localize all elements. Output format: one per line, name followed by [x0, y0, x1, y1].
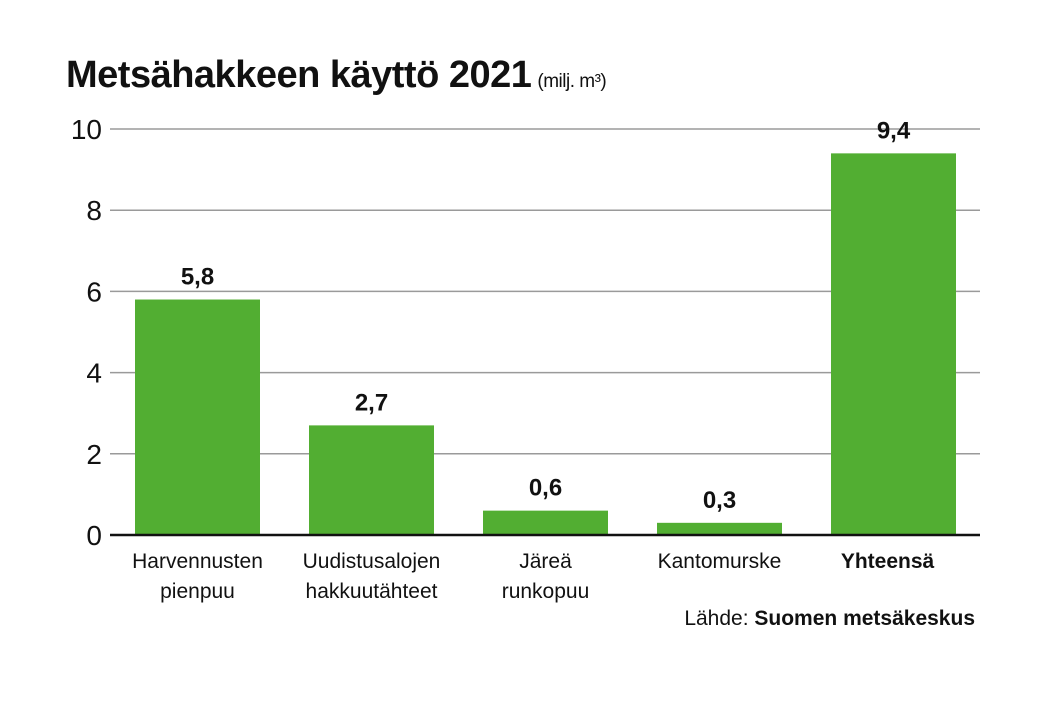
- source-note: Lähde: Suomen metsäkeskus: [684, 607, 975, 631]
- bar: [657, 522, 782, 535]
- data-label: 0,3: [703, 487, 736, 514]
- y-tick-label: 10: [71, 114, 102, 145]
- x-tick-label: Harvennusten: [132, 550, 263, 573]
- data-label: 0,6: [529, 475, 562, 502]
- y-tick-label: 4: [86, 358, 102, 389]
- bar: [831, 153, 956, 536]
- x-tick-label: Yhteensä: [841, 550, 935, 573]
- x-tick-label: hakkuutähteet: [306, 580, 438, 603]
- y-tick-label: 6: [86, 276, 102, 307]
- data-label: 9,4: [877, 117, 911, 144]
- unit-label: (milj. m³): [537, 71, 607, 92]
- y-tick-label: 0: [86, 520, 102, 551]
- bar: [135, 299, 260, 535]
- x-tick-label: Järeä: [519, 550, 572, 573]
- x-tick-label: pienpuu: [160, 580, 235, 603]
- data-label: 2,7: [355, 389, 388, 416]
- source-name: Suomen metsäkeskus: [754, 607, 975, 630]
- y-tick-label: 2: [86, 439, 102, 470]
- x-tick-label: runkopuu: [502, 580, 590, 603]
- x-tick-label: Uudistusalojen: [303, 550, 441, 573]
- chart-title: Metsähakkeen käyttö 2021 (milj. m³): [66, 54, 607, 97]
- source-label: Lähde:: [684, 607, 749, 630]
- data-label: 5,8: [181, 264, 214, 291]
- title-text: Metsähakkeen käyttö 2021: [66, 54, 532, 96]
- bar: [309, 425, 434, 535]
- x-tick-label: Kantomurske: [658, 550, 782, 573]
- y-tick-label: 8: [86, 195, 102, 226]
- bar: [483, 510, 608, 535]
